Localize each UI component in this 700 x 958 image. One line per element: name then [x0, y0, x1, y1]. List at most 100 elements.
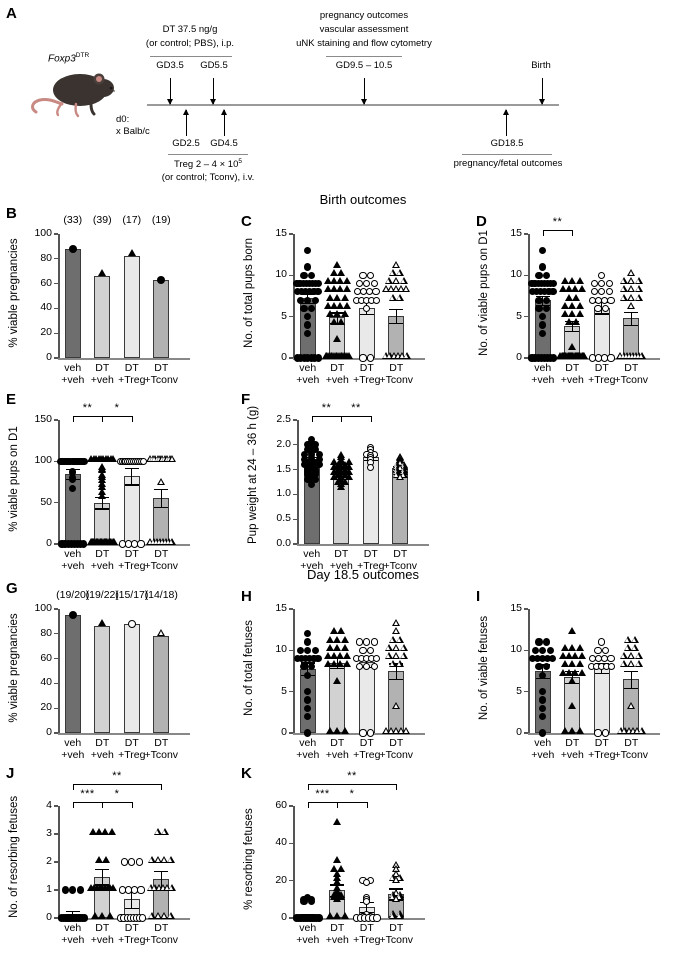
arrow-gd35 [167, 78, 173, 105]
panel-letter-k: K [241, 765, 252, 782]
y-tick [54, 633, 58, 635]
annotation-fetal-rule [462, 154, 552, 155]
bar-b-1 [94, 276, 111, 358]
sig-bracket-right [572, 230, 574, 236]
error-cap-top [154, 488, 169, 490]
scatter-point [568, 660, 577, 668]
x-axis-i [528, 733, 660, 735]
scatter-point [135, 858, 143, 866]
scatter-point [539, 704, 547, 712]
y-axis-e [58, 420, 60, 545]
mating-line-2: x Balb/c [116, 126, 150, 137]
scatter-point [330, 285, 339, 293]
y-tick [54, 707, 58, 709]
y-tick-label: 0.5 [276, 512, 291, 525]
error-cap-top [154, 870, 169, 873]
y-tick-label: 15 [510, 227, 522, 239]
y-tick-label: 0 [46, 537, 52, 549]
error-cap-bottom [624, 687, 639, 689]
x-label-sub-1: +veh [560, 374, 584, 386]
y-tick [289, 608, 293, 610]
sig-bracket-left [72, 416, 74, 422]
y-tick-label: 100 [34, 227, 52, 239]
y-tick [54, 732, 58, 734]
panel-letter-f: F [241, 391, 251, 408]
scatter-point [304, 470, 312, 479]
scatter-point [109, 454, 118, 462]
sig-bracket-top [102, 416, 132, 418]
scatter-point [88, 827, 97, 835]
scatter-point [304, 458, 312, 466]
scatter-point [323, 652, 332, 660]
data-marker-1 [98, 269, 107, 277]
y-axis-b [58, 234, 60, 359]
scatter-point [300, 461, 308, 469]
scatter-point [575, 660, 584, 668]
scatter-point [340, 911, 349, 919]
x-axis-g [58, 733, 190, 735]
scatter-point [102, 855, 110, 863]
scatter-point [366, 646, 375, 654]
x-label-0: veh [534, 362, 552, 374]
chart-panel-g: 0 20 40 60 80 100% viable pregnancies veh +veh(… [2, 581, 190, 773]
scatter-point [333, 874, 342, 882]
scatter-point [137, 540, 145, 548]
y-tick [54, 917, 58, 919]
scatter-point [306, 655, 314, 663]
annotation-fetal-outcomes: pregnancy/fetal outcomes [453, 158, 563, 169]
scatter-point [337, 318, 345, 326]
scatter-point [79, 540, 88, 548]
panel-letter-i: I [476, 588, 481, 605]
scatter-point [539, 646, 547, 654]
y-tick-label: 60 [40, 651, 52, 664]
y-tick-label: 15 [275, 602, 287, 614]
y-tick [54, 608, 58, 610]
y-axis-g [58, 609, 60, 734]
arrow-gd95 [361, 78, 367, 105]
y-tick-label: 10 [275, 643, 287, 656]
y-tick-label: 5 [516, 309, 522, 322]
y-tick [524, 233, 528, 235]
sig-stars: ** [552, 216, 563, 228]
error-cap-top [535, 664, 550, 666]
y-tick-label: 80 [40, 626, 52, 639]
scatter-point [601, 304, 610, 312]
scatter-point [315, 451, 323, 459]
scatter-point [359, 646, 367, 654]
scatter-point [340, 635, 349, 643]
error-bar [395, 308, 397, 323]
scatter-point [342, 301, 351, 309]
arrow-gd25 [183, 109, 189, 136]
scatter-point [598, 638, 606, 646]
scatter-point [359, 271, 367, 279]
scatter-point [572, 293, 580, 301]
scatter-point [359, 729, 367, 737]
y-tick-label: 2.5 [276, 413, 291, 425]
x-label-2: DT [359, 362, 374, 374]
error-cap-top [95, 869, 110, 871]
y-tick [289, 233, 293, 235]
scatter-point [336, 301, 345, 309]
y-tick-label: 10 [275, 268, 287, 281]
scatter-point [308, 463, 316, 471]
y-tick [54, 282, 58, 285]
panel-letter-c: C [241, 213, 252, 230]
y-tick-label: 100 [34, 602, 52, 614]
strain-label: Foxp3DTR [48, 52, 90, 65]
chart-panel-f: 0.0 0.5 1.0 1.5 2.0 2.5 Pup weight at 24 – 36 … [237, 392, 429, 584]
x-label-1: DT [565, 362, 580, 374]
scatter-point [560, 660, 569, 668]
sig-bracket-left [102, 416, 104, 422]
scatter-point [558, 652, 567, 660]
x-label-0: veh [64, 737, 82, 749]
scatter-point [329, 864, 338, 872]
scatter-point [577, 285, 586, 293]
y-tick [289, 357, 293, 359]
y-tick-label: 0 [516, 726, 522, 738]
sig-bracket-top [307, 802, 338, 804]
error-bar [131, 467, 133, 485]
scatter-point [304, 671, 312, 679]
scatter-point [330, 652, 339, 660]
error-cap-bottom [594, 313, 609, 315]
scatter-point [333, 894, 342, 902]
